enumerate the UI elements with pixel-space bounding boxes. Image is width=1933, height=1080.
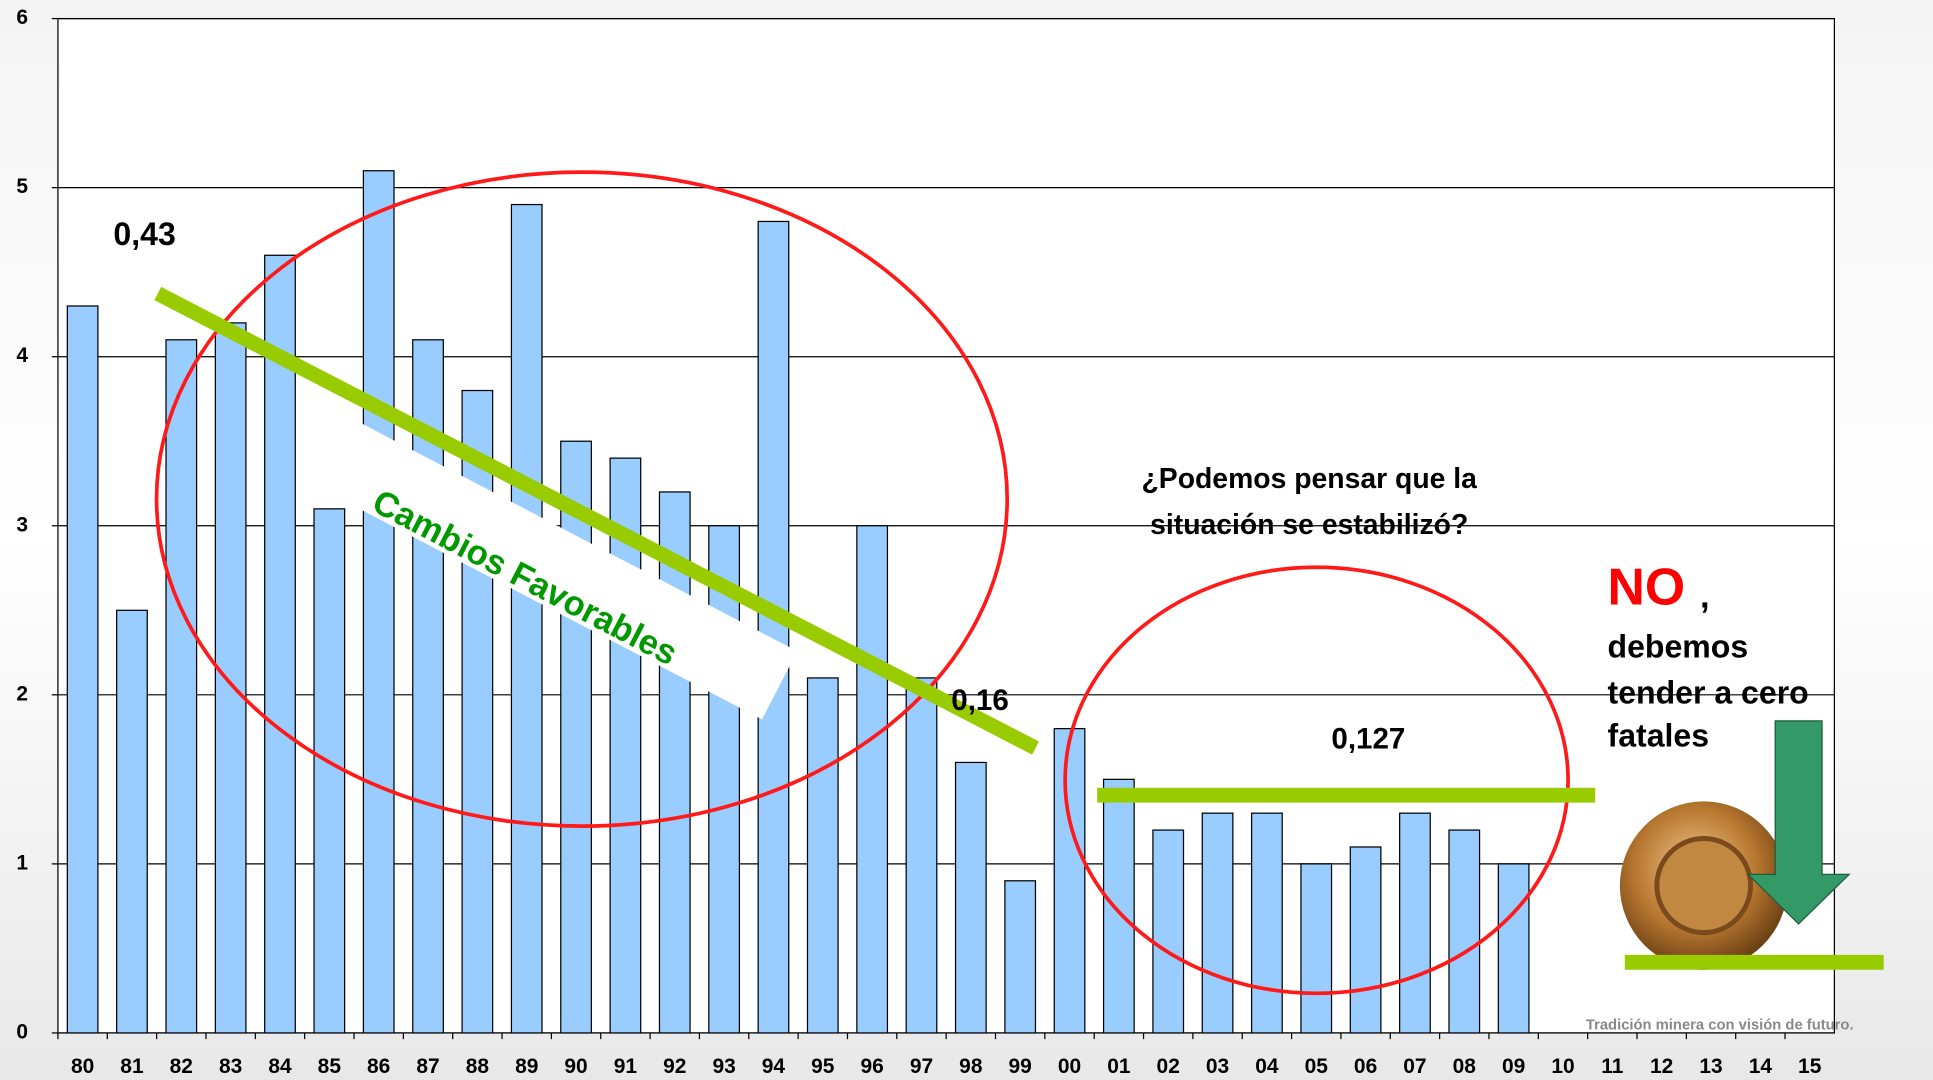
x-tick-label: 04 — [1255, 1055, 1279, 1078]
x-tick-label: 09 — [1502, 1055, 1525, 1078]
x-tick-label: 85 — [318, 1055, 342, 1078]
annotation: ¿Podemos pensar que la — [1141, 463, 1477, 495]
bar — [214, 322, 247, 1034]
x-tick-label: 97 — [910, 1055, 933, 1078]
bar — [609, 457, 642, 1034]
y-tick-label: 4 — [16, 344, 28, 367]
y-tick-label: 5 — [16, 175, 28, 198]
x-tick-label: 13 — [1699, 1055, 1722, 1078]
x-tick-label: 15 — [1798, 1055, 1822, 1078]
bar — [1250, 812, 1283, 1034]
x-tick-label: 95 — [811, 1055, 835, 1078]
bar — [264, 254, 296, 1034]
x-tick-label: 90 — [564, 1055, 587, 1078]
annotation: debemos — [1608, 628, 1749, 664]
x-tick-label: 11 — [1601, 1055, 1623, 1078]
bar — [1152, 829, 1185, 1034]
y-tick-label: 6 — [16, 6, 28, 29]
x-tick-label: 80 — [71, 1055, 94, 1078]
bar — [1300, 863, 1333, 1034]
medallion-inner — [1654, 836, 1754, 936]
x-tick-label: 87 — [416, 1055, 439, 1078]
x-tick-label: 93 — [712, 1055, 735, 1078]
bar — [905, 677, 938, 1034]
x-tick-label: 08 — [1453, 1055, 1477, 1078]
x-tick-label: 98 — [959, 1055, 983, 1078]
x-tick-label: 86 — [367, 1055, 390, 1078]
x-tick-label: 12 — [1650, 1055, 1673, 1078]
annotation: 0,127 — [1331, 722, 1405, 755]
bar — [1004, 880, 1037, 1034]
x-tick-label: 92 — [663, 1055, 686, 1078]
annotation: Tradición minera con visión de futuro. — [1586, 1017, 1854, 1033]
label-box — [324, 422, 798, 720]
x-tick-label: 88 — [466, 1055, 490, 1078]
x-tick-label: 91 — [614, 1055, 638, 1078]
annotation: situación se estabilizó? — [1150, 509, 1468, 541]
bar — [510, 203, 543, 1034]
bar — [1448, 829, 1481, 1034]
bar — [116, 609, 148, 1034]
x-tick-label: 14 — [1749, 1055, 1773, 1078]
y-tick-label: 1 — [16, 851, 28, 874]
annotation: 0,43 — [113, 216, 175, 252]
bar — [1201, 812, 1234, 1034]
bar — [856, 525, 889, 1034]
x-tick-label: 07 — [1403, 1055, 1426, 1078]
bar — [560, 440, 592, 1034]
x-tick-label: 03 — [1206, 1055, 1229, 1078]
annotation: 0,16 — [951, 684, 1009, 717]
x-tick-label: 83 — [219, 1055, 242, 1078]
highlight-ellipse — [1063, 565, 1570, 996]
x-tick-label: 84 — [268, 1055, 292, 1078]
y-tick-label: 0 — [16, 1020, 28, 1043]
x-tick-label: 82 — [170, 1055, 193, 1078]
x-tick-label: 99 — [1009, 1055, 1032, 1078]
bar — [658, 491, 691, 1034]
x-tick-label: 02 — [1157, 1055, 1180, 1078]
bar — [954, 761, 987, 1034]
x-tick-label: 89 — [515, 1055, 538, 1078]
annotation: tender a cero — [1608, 674, 1809, 710]
bar — [757, 220, 790, 1034]
x-tick-label: 96 — [860, 1055, 883, 1078]
x-tick-label: 00 — [1058, 1055, 1081, 1078]
bar — [66, 305, 99, 1034]
bar — [806, 677, 839, 1034]
x-tick-label: 06 — [1354, 1055, 1377, 1078]
trend-line — [154, 286, 1039, 755]
annotation: fatales — [1608, 718, 1710, 754]
bar — [1497, 863, 1530, 1034]
bar — [708, 525, 741, 1034]
annotation: NO — [1608, 557, 1686, 615]
y-tick-label: 3 — [16, 513, 28, 536]
bar — [362, 170, 395, 1034]
bar — [1102, 778, 1135, 1034]
x-tick-label: 05 — [1305, 1055, 1329, 1078]
bar — [1349, 846, 1382, 1034]
bar — [1399, 812, 1431, 1034]
x-tick-label: 10 — [1551, 1055, 1574, 1078]
bar — [313, 508, 346, 1034]
x-tick-label: 81 — [120, 1055, 144, 1078]
y-tick-label: 2 — [16, 682, 28, 705]
bar — [165, 339, 198, 1034]
bar — [1053, 728, 1086, 1034]
down-arrow — [1746, 720, 1851, 925]
x-tick-label: 01 — [1107, 1055, 1131, 1078]
x-tick-label: 94 — [762, 1055, 786, 1078]
highlight-ellipse — [154, 170, 1010, 828]
annotation: , — [1700, 577, 1710, 615]
